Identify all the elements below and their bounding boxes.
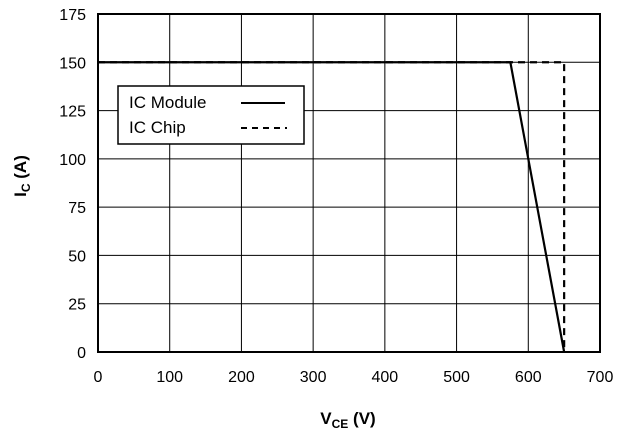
x-tick-label: 200 [228, 369, 255, 386]
y-tick-label: 100 [59, 152, 86, 169]
x-axis-title-main: V [320, 409, 332, 428]
y-tick-label: 75 [68, 200, 86, 217]
x-tick-label: 600 [515, 369, 542, 386]
y-tick-label: 0 [77, 345, 86, 362]
plot-frame [97, 13, 601, 353]
y-axis-title: IC (A) [11, 155, 33, 197]
legend-label-ic-module: IC Module [129, 93, 206, 112]
series-lines [98, 61, 566, 353]
x-tick-label: 300 [300, 369, 327, 386]
y-axis-title-main: I [11, 192, 30, 197]
x-tick-label: 700 [587, 369, 614, 386]
y-axis-title-sub: C [19, 183, 33, 192]
x-tick-labels: 0 100 200 300 400 500 600 700 [94, 369, 614, 386]
y-tick-labels: 0 25 50 75 100 125 150 175 [59, 7, 86, 362]
x-tick-label: 100 [156, 369, 183, 386]
x-axis-title-sub: CE [332, 417, 349, 431]
x-tick-label: 500 [443, 369, 470, 386]
y-tick-label: 150 [59, 55, 86, 72]
legend-box [117, 85, 305, 145]
legend: IC Module IC Chip [117, 85, 305, 145]
y-axis-title-unit: (A) [11, 155, 30, 183]
y-tick-label: 125 [59, 104, 86, 121]
x-axis-title-unit: (V) [348, 409, 375, 428]
x-tick-label: 0 [94, 369, 103, 386]
x-axis-title: VCE (V) [320, 409, 375, 431]
y-tick-label: 175 [59, 7, 86, 24]
x-tick-label: 400 [372, 369, 399, 386]
legend-label-ic-chip: IC Chip [129, 118, 186, 137]
y-tick-label: 50 [68, 248, 86, 265]
grid [98, 14, 600, 352]
y-tick-label: 25 [68, 297, 86, 314]
